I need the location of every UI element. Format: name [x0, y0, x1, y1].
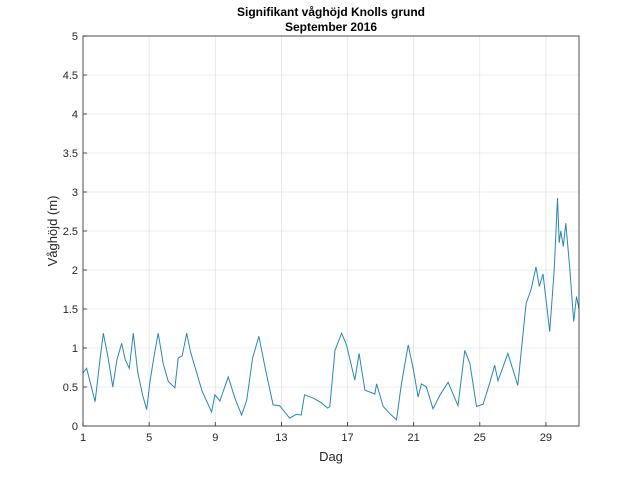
y-tick-label: 0	[72, 421, 78, 433]
tick-labels: 1 5 9 13 17 21 25 29 0 0.5 1 1.5 2 2.5 3 3.5 4 4.5 5	[63, 31, 552, 444]
x-tick-label: 17	[341, 432, 353, 444]
chart-title: Signifikant våghöjd Knolls grund	[237, 5, 425, 19]
x-tick-label: 29	[540, 432, 552, 444]
x-tick-label: 9	[212, 432, 218, 444]
y-tick-label: 3.5	[63, 148, 78, 160]
series-line-vaghojd	[82, 198, 580, 421]
x-tick-label: 5	[146, 432, 152, 444]
y-tick-label: 0.5	[63, 382, 78, 394]
y-tick-label: 3	[72, 187, 78, 199]
y-tick-label: 2	[72, 265, 78, 277]
x-tick-label: 25	[474, 432, 486, 444]
y-tick-label: 1.5	[63, 304, 78, 316]
x-tick-label: 13	[275, 432, 287, 444]
chart-subtitle: September 2016	[285, 20, 377, 34]
y-tick-label: 4.5	[63, 70, 78, 82]
y-tick-label: 4	[72, 109, 78, 121]
y-tick-label: 1	[72, 343, 78, 355]
y-tick-label: 2.5	[63, 226, 78, 238]
y-tick-label: 5	[72, 31, 78, 43]
x-axis-label: Dag	[319, 449, 343, 464]
axes-box	[82, 35, 580, 427]
x-tick-label: 21	[408, 432, 420, 444]
y-axis-label: Våghöjd (m)	[45, 196, 60, 267]
x-tick-label: 1	[80, 432, 86, 444]
